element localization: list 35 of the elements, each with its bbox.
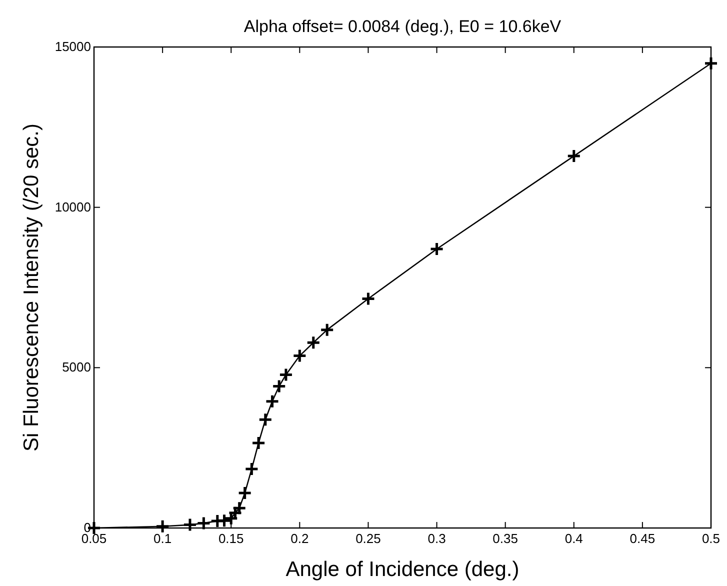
y-tick-label: 10000 bbox=[54, 199, 91, 214]
point bbox=[278, 367, 294, 382]
point bbox=[320, 322, 334, 338]
point bbox=[292, 348, 307, 364]
x-axis-title: Angle of Incidence (deg.) bbox=[286, 558, 520, 581]
point bbox=[251, 436, 266, 450]
point bbox=[258, 412, 273, 427]
point bbox=[360, 291, 376, 306]
x-tick-label: 0.1 bbox=[154, 531, 172, 546]
point bbox=[306, 335, 321, 350]
chart-title: Alpha offset= 0.0084 (deg.), E0 = 10.6keV bbox=[244, 17, 562, 36]
point bbox=[196, 516, 211, 530]
x-tick-label: 0.35 bbox=[492, 531, 518, 546]
point bbox=[272, 379, 286, 394]
y-tick-label: 15000 bbox=[54, 39, 91, 54]
point bbox=[264, 394, 280, 409]
point bbox=[566, 148, 582, 164]
point bbox=[430, 242, 444, 256]
x-tick-label: 0.05 bbox=[81, 531, 107, 546]
x-tick-label: 0.45 bbox=[630, 531, 656, 546]
y-tick-label: 5000 bbox=[62, 360, 91, 375]
point bbox=[182, 518, 198, 532]
point bbox=[155, 519, 170, 534]
x-tick-label: 0.4 bbox=[564, 531, 583, 546]
x-tick-label: 0.3 bbox=[428, 531, 446, 546]
y-axis-title: Si Fluorescence Intensity (/20 sec.) bbox=[20, 124, 43, 452]
point bbox=[704, 56, 718, 71]
x-tick-label: 0.25 bbox=[356, 531, 381, 546]
x-tick-label: 0.2 bbox=[290, 531, 309, 546]
point bbox=[244, 462, 259, 476]
x-tick-label: 0.5 bbox=[702, 531, 720, 546]
point bbox=[217, 513, 232, 528]
x-tick-label: 0.15 bbox=[218, 531, 244, 546]
point bbox=[238, 486, 252, 500]
point bbox=[232, 500, 247, 516]
